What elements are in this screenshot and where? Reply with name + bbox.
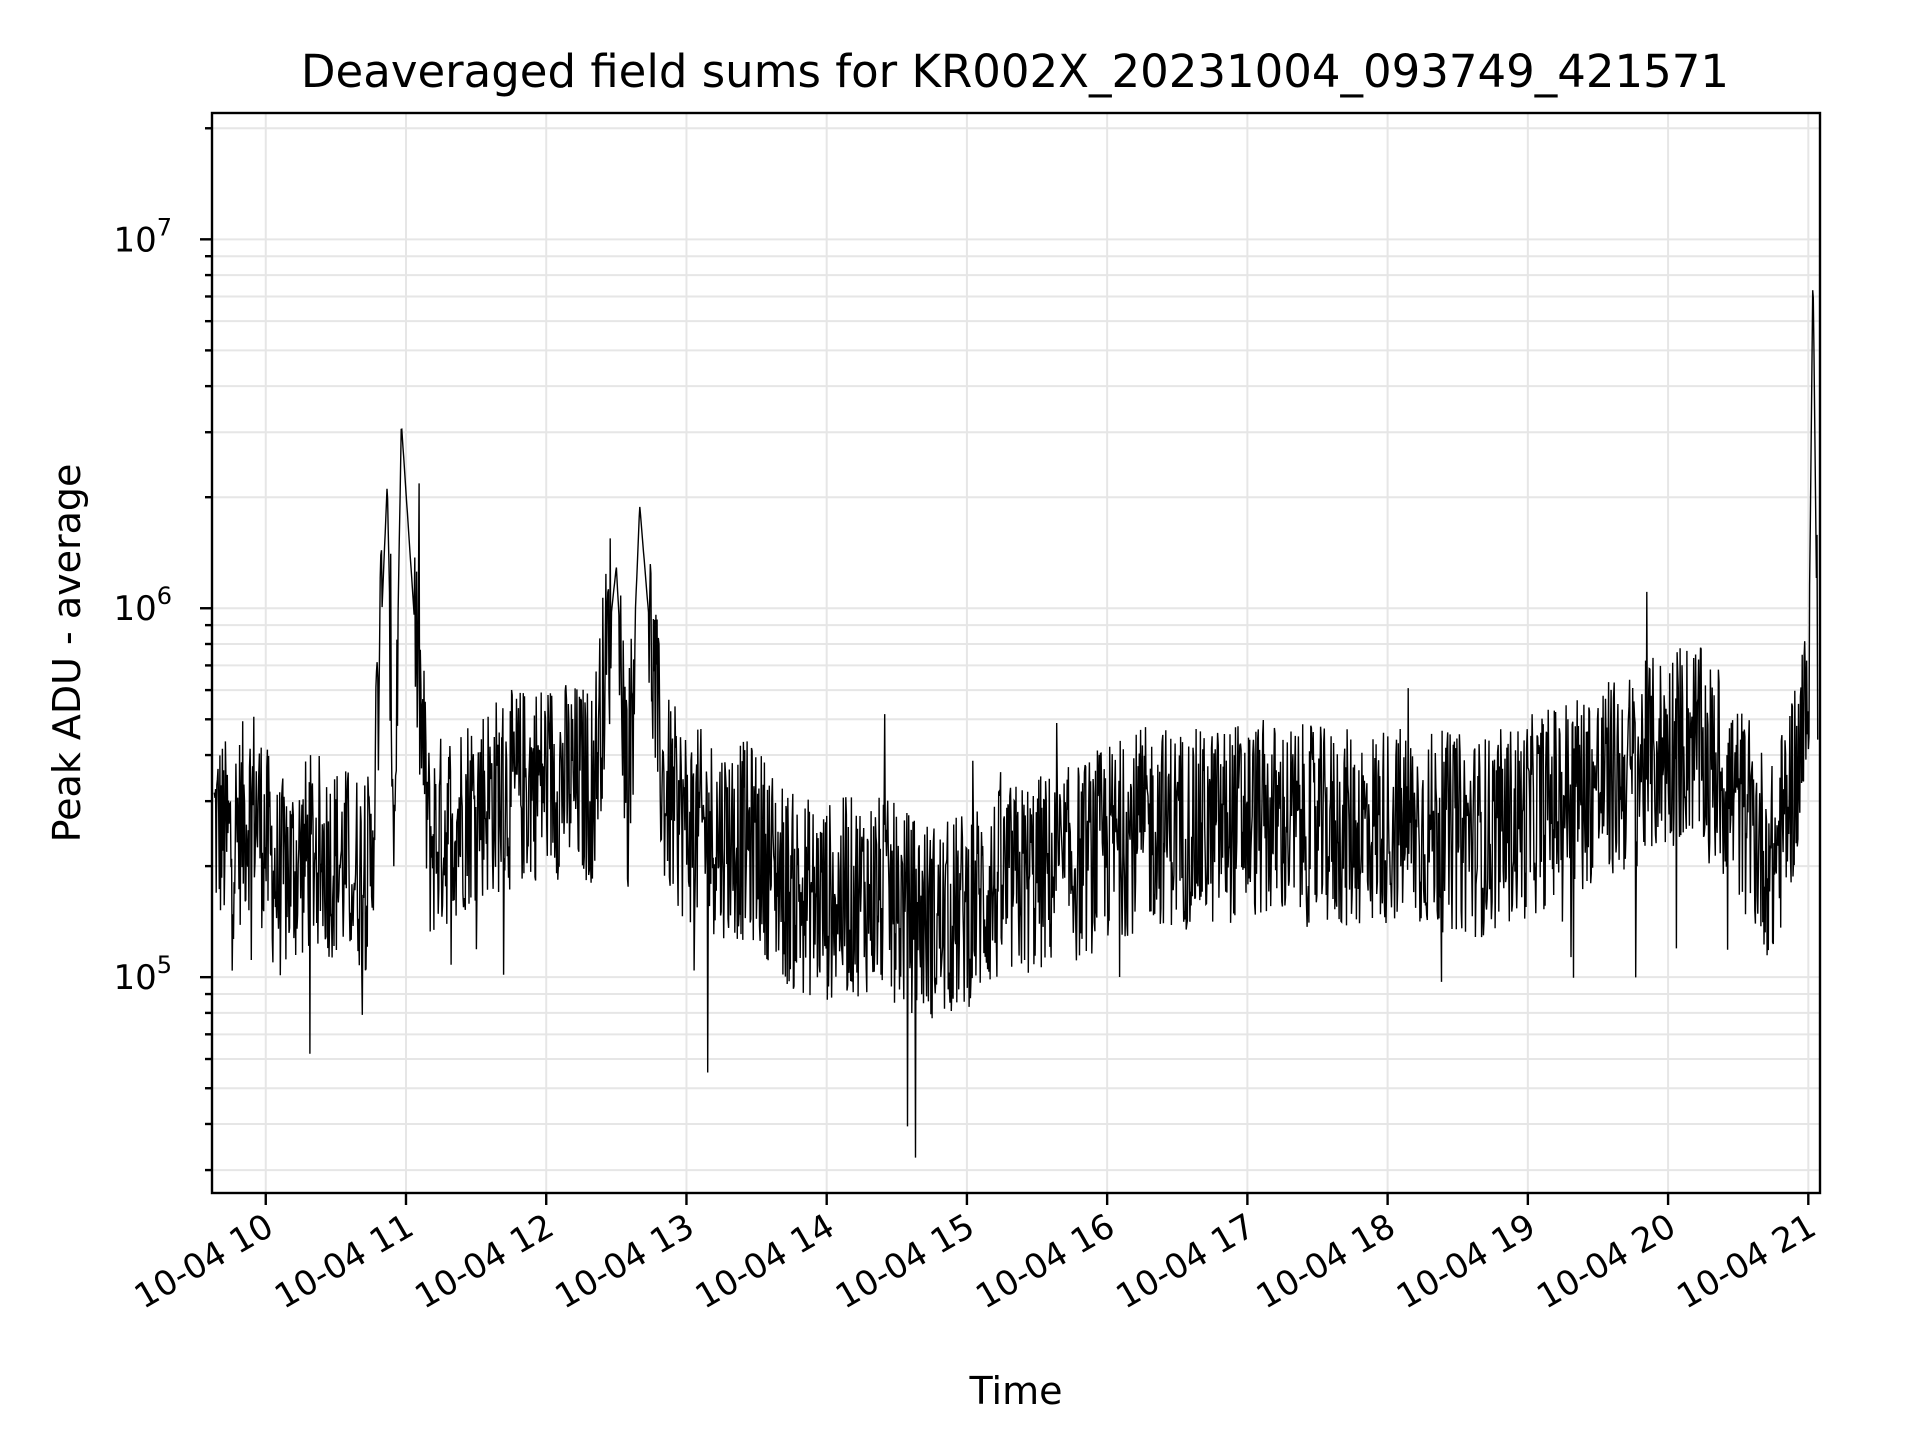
x-tick-label: 10-04 12 xyxy=(408,1206,560,1317)
y-axis: 105 106 107 xyxy=(113,127,212,1172)
y-tick-label: 106 xyxy=(113,582,172,629)
x-tick-label: 10-04 16 xyxy=(969,1206,1121,1317)
chart-title: Deaveraged field sums for KR002X_2023100… xyxy=(301,45,1729,98)
x-tick-label: 10-04 14 xyxy=(689,1206,841,1317)
plot-frame xyxy=(210,111,1822,1195)
x-tick-label: 10-04 13 xyxy=(549,1206,701,1317)
x-tick-label: 10-04 15 xyxy=(829,1206,981,1317)
x-axis-label: Time xyxy=(969,1369,1063,1413)
series-line xyxy=(213,290,1819,1158)
x-tick-label: 10-04 18 xyxy=(1250,1206,1402,1317)
grid xyxy=(212,113,1820,1193)
x-tick-label: 10-04 17 xyxy=(1109,1206,1261,1317)
y-tick-label: 107 xyxy=(113,213,172,260)
y-tick-label: 105 xyxy=(113,951,172,998)
x-tick-label: 10-04 10 xyxy=(128,1206,280,1317)
x-tick-label: 10-04 21 xyxy=(1670,1206,1822,1317)
x-tick-label: 10-04 11 xyxy=(268,1206,420,1317)
y-axis-label: Peak ADU - average xyxy=(45,464,89,843)
x-tick-label: 10-04 19 xyxy=(1390,1206,1542,1317)
x-tick-label: 10-04 20 xyxy=(1530,1206,1682,1317)
